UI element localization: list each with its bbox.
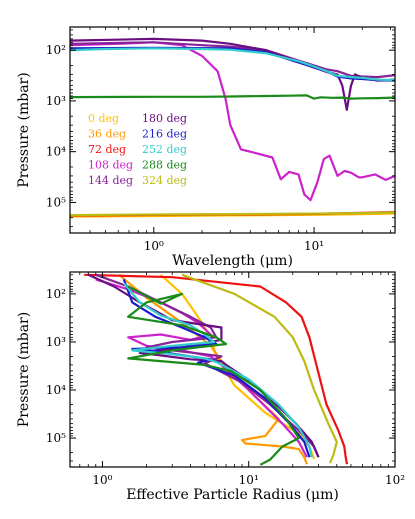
x-tick-label: 10¹ bbox=[304, 239, 324, 253]
series-line-252-deg bbox=[70, 47, 395, 82]
y-tick-label: 10⁴ bbox=[46, 145, 66, 159]
chart-panel-2: 10⁰ 10¹ 10² 10² 10³ 10⁴ 10⁵ Effective Particle … bbox=[16, 271, 405, 503]
x-axis-label: Wavelength (μm) bbox=[172, 253, 293, 269]
x-tick-label: 10¹ bbox=[239, 473, 259, 487]
y-tick-label: 10⁴ bbox=[46, 383, 66, 397]
minor-ticks bbox=[69, 272, 395, 467]
y-tick-label: 10³ bbox=[46, 335, 66, 349]
legend: 0 deg 36 deg 72 deg 108 deg 144 deg 180 deg 21… bbox=[88, 112, 187, 187]
y-tick-label: 10⁵ bbox=[46, 195, 66, 209]
x-tick-label: 10⁰ bbox=[92, 473, 112, 487]
y-tick-label: 10² bbox=[46, 287, 66, 301]
legend-entry: 252 deg bbox=[142, 143, 187, 156]
chart-panel-1: 10⁰ 10¹ 10² 10³ 10⁴ 10⁵ Wavelength (μm) Pressur… bbox=[16, 26, 396, 269]
series-line-324-deg bbox=[181, 273, 338, 464]
legend-entry: 0 deg bbox=[88, 112, 119, 125]
y-tick-label: 10² bbox=[46, 43, 66, 57]
series-line-180-deg bbox=[87, 273, 320, 458]
series-group bbox=[70, 37, 395, 218]
legend-entry: 144 deg bbox=[88, 174, 133, 187]
legend-entry: 324 deg bbox=[142, 174, 187, 187]
series-line-252-deg bbox=[122, 282, 313, 458]
legend-entry: 288 deg bbox=[142, 159, 187, 172]
legend-entry: 216 deg bbox=[142, 128, 187, 141]
series-line-288-deg bbox=[127, 285, 300, 466]
series-line-324-deg bbox=[70, 211, 395, 217]
series-line-288-deg bbox=[70, 94, 395, 100]
y-tick-label: 10³ bbox=[46, 94, 66, 108]
legend-entry: 36 deg bbox=[88, 128, 126, 141]
y-axis-label: Pressure (mbar) bbox=[16, 72, 32, 187]
x-tick-label: 10² bbox=[385, 473, 405, 487]
plot-frame bbox=[69, 26, 396, 234]
legend-entry: 108 deg bbox=[88, 159, 133, 172]
series-line-72-deg bbox=[84, 273, 349, 465]
y-axis-label: Pressure (mbar) bbox=[16, 312, 32, 427]
series-line-108-deg bbox=[70, 41, 395, 202]
x-axis-label: Effective Particle Radius (μm) bbox=[126, 487, 339, 503]
series-group bbox=[84, 273, 349, 466]
x-tick-label: 10⁰ bbox=[144, 239, 164, 253]
legend-entry: 180 deg bbox=[142, 112, 187, 125]
y-tick-label: 10⁵ bbox=[46, 431, 66, 445]
minor-ticks bbox=[69, 27, 395, 233]
legend-entry: 72 deg bbox=[88, 143, 126, 156]
plot-frame bbox=[69, 271, 396, 468]
